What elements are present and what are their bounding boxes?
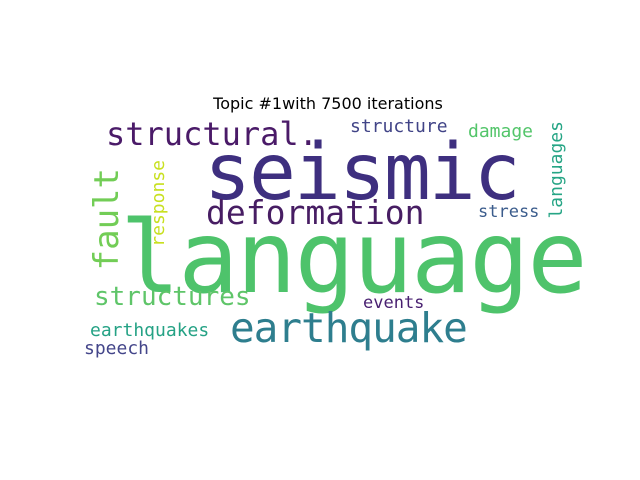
word-deformation: deformation: [206, 193, 425, 232]
word-earthquake: earthquake: [230, 304, 468, 352]
word-languages: languages: [546, 121, 567, 219]
word-speech: speech: [84, 338, 150, 359]
word-stress: stress: [478, 202, 540, 222]
figure-title: Topic #1with 7500 iterations: [213, 94, 443, 113]
word-fault: fault: [87, 168, 127, 271]
word-earthquakes: earthquakes: [90, 320, 210, 341]
word-response: response: [148, 160, 169, 247]
word-cloud: language seismic earthquake structural. …: [80, 115, 588, 359]
word-structural: structural.: [106, 115, 318, 153]
word-seismic: seismic: [204, 128, 521, 218]
word-events: events: [363, 293, 425, 313]
word-damage: damage: [468, 121, 534, 142]
word-structure: structure: [350, 116, 448, 137]
word-structures: structures: [94, 282, 251, 312]
word-language: language: [120, 199, 588, 316]
